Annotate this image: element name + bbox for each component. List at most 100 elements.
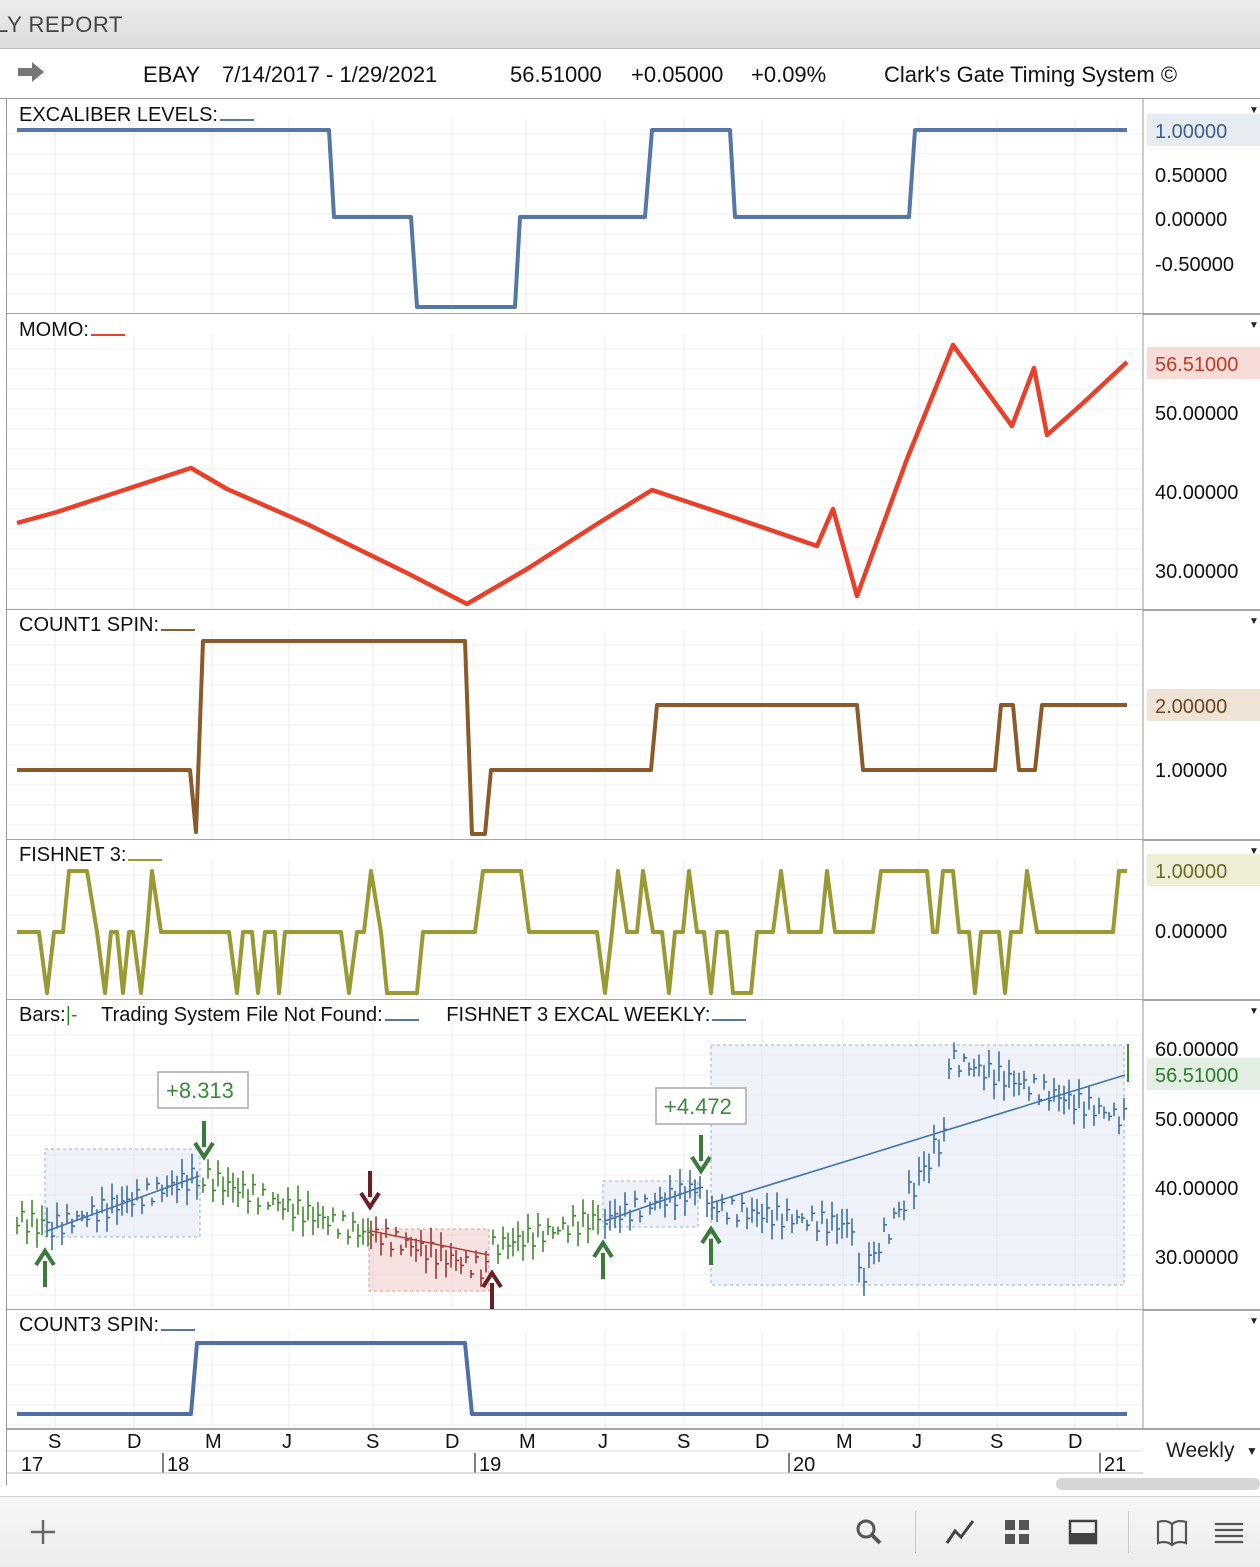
- chevron-down-icon: ▼: [1249, 1006, 1259, 1017]
- fishnet-value-badge-bg: [1147, 854, 1260, 886]
- time-axis-month: D: [127, 1431, 141, 1453]
- bars-value-badge: 56.51000: [1155, 1065, 1238, 1087]
- system-label: Clark's Gate Timing System ©: [884, 62, 1178, 87]
- trade-gain-tag: +4.472: [664, 1094, 732, 1119]
- time-axis-month: S: [366, 1431, 379, 1453]
- excaliber-value-badge: 1.00000: [1155, 121, 1227, 143]
- time-axis-year: 18: [167, 1454, 189, 1476]
- count1-pane-label: COUNT1 SPIN:: [19, 614, 196, 637]
- time-axis-month: M: [205, 1431, 222, 1453]
- momo-axis-label: 40.00000: [1155, 482, 1238, 504]
- excaliber-series-line: [17, 128, 1127, 309]
- down-arrow-icon: [690, 1135, 712, 1175]
- up-arrow-icon: [34, 1247, 56, 1287]
- window-title: LY REPORT: [0, 12, 123, 37]
- change-pct-label: +0.09%: [751, 62, 827, 87]
- trend-line: [370, 1230, 490, 1256]
- excaliber-value-badge-bg: [1147, 114, 1260, 146]
- bottom-toolbar: [0, 1496, 1260, 1567]
- add-icon[interactable]: [26, 1515, 60, 1549]
- count1-series-line: [17, 639, 1127, 836]
- fishnet-pane-label: FISHNET 3:: [19, 844, 163, 867]
- time-axis-month: D: [755, 1431, 769, 1453]
- momo-series-line: [16, 342, 1129, 607]
- count3-series-line: [17, 1341, 1127, 1416]
- fishnet-value-badge: 1.00000: [1155, 861, 1227, 883]
- book-icon[interactable]: [1155, 1515, 1189, 1549]
- line-chart-icon[interactable]: [943, 1515, 977, 1549]
- period-selector[interactable]: Weekly: [1166, 1439, 1235, 1462]
- up-arrow-icon: [481, 1269, 503, 1309]
- momo-value-badge-bg: [1147, 347, 1260, 379]
- trend-line: [604, 1186, 702, 1222]
- symbol-label: EBAY: [143, 62, 201, 87]
- trend-line: [46, 1175, 200, 1232]
- down-arrow-icon: [359, 1171, 381, 1211]
- momo-axis-label: 30.00000: [1155, 561, 1238, 583]
- time-axis-month: J: [598, 1431, 608, 1453]
- trade-box: [710, 1044, 1125, 1286]
- count1-value-badge-bg: [1147, 689, 1260, 721]
- time-axis-year: 20: [793, 1454, 815, 1476]
- excaliber-pane-label: EXCALIBER LEVELS:: [19, 104, 254, 127]
- bars-axis-label: 50.00000: [1155, 1109, 1238, 1131]
- grid-layout-icon[interactable]: [1000, 1515, 1034, 1549]
- time-axis-year: 19: [479, 1454, 501, 1476]
- chart-canvas[interactable]: ▼ ▼ ▼ ▼ ▼ ▼ 1.00000 0.50000 0.00000 -0.50000 56.51…: [7, 99, 1260, 1485]
- change-label: +0.05000: [631, 62, 724, 87]
- momo-value-badge: 56.51000: [1155, 354, 1238, 376]
- bars-pane-label: Bars:|- Trading System File Not Found: F…: [19, 1004, 747, 1027]
- arrow-right-icon[interactable]: [16, 61, 46, 83]
- chevron-down-icon: ▼: [1249, 105, 1259, 116]
- trade-gain-tag-box: [655, 1087, 747, 1125]
- chart-area[interactable]: ▼ ▼ ▼ ▼ ▼ ▼ 1.00000 0.50000 0.00000 -0.50000 56.51…: [6, 99, 1260, 1485]
- search-icon[interactable]: [852, 1515, 886, 1549]
- momo-axis-label: 50.00000: [1155, 403, 1238, 425]
- excaliber-axis-label: 0.50000: [1155, 165, 1227, 187]
- trend-line: [710, 1074, 1126, 1204]
- last-price-label: 56.51000: [510, 62, 602, 87]
- chevron-down-icon: ▼: [1249, 616, 1259, 627]
- count1-axis-label: 1.00000: [1155, 760, 1227, 782]
- time-axis-year: 21: [1104, 1454, 1126, 1476]
- pane-bg: [7, 99, 1143, 314]
- panel-icon[interactable]: [1066, 1515, 1100, 1549]
- fishnet-axis-label: 0.00000: [1155, 921, 1227, 943]
- bars-value-badge-bg: [1147, 1058, 1260, 1090]
- pane-bg: [7, 840, 1143, 1000]
- horizontal-scrollbar[interactable]: [1056, 1478, 1260, 1490]
- window-titlebar: LY REPORT: [0, 0, 1260, 49]
- up-arrow-icon: [700, 1225, 722, 1265]
- bars-axis-label: 40.00000: [1155, 1178, 1238, 1200]
- trade-box: [368, 1228, 490, 1292]
- trade-gain-tag-box: [157, 1071, 249, 1109]
- chevron-down-icon[interactable]: ▼: [1246, 1444, 1258, 1458]
- chevron-down-icon: ▼: [1249, 320, 1259, 331]
- count1-value-badge: 2.00000: [1155, 696, 1227, 718]
- time-axis-month: D: [445, 1431, 459, 1453]
- chevron-down-icon: ▼: [1249, 846, 1259, 857]
- momo-pane-label: MOMO:: [19, 319, 125, 342]
- time-axis-month: J: [282, 1431, 292, 1453]
- pane-bg: [7, 314, 1143, 610]
- time-axis-month: M: [836, 1431, 853, 1453]
- time-axis-month: S: [677, 1431, 690, 1453]
- bars-axis-label: 30.00000: [1155, 1247, 1238, 1269]
- time-axis-month: J: [912, 1431, 922, 1453]
- up-arrow-icon: [592, 1239, 614, 1279]
- time-axis-month: S: [48, 1431, 61, 1453]
- count3-pane-label: COUNT3 SPIN:: [19, 1314, 196, 1337]
- trade-gain-tag: +8.313: [166, 1078, 234, 1103]
- bars-axis-label: 60.00000: [1155, 1039, 1238, 1061]
- date-range-label: 7/14/2017 - 1/29/2021: [222, 62, 438, 87]
- time-axis-year: 17: [21, 1454, 43, 1476]
- fishnet-series-line: [17, 869, 1127, 995]
- time-axis-month: S: [990, 1431, 1003, 1453]
- chevron-down-icon: ▼: [1249, 1316, 1259, 1327]
- time-axis-month: M: [519, 1431, 536, 1453]
- excaliber-axis-label: -0.50000: [1155, 254, 1234, 276]
- time-axis-month: D: [1068, 1431, 1082, 1453]
- down-arrow-icon: [193, 1121, 215, 1161]
- menu-icon[interactable]: [1212, 1515, 1246, 1549]
- excaliber-axis-label: 0.00000: [1155, 209, 1227, 231]
